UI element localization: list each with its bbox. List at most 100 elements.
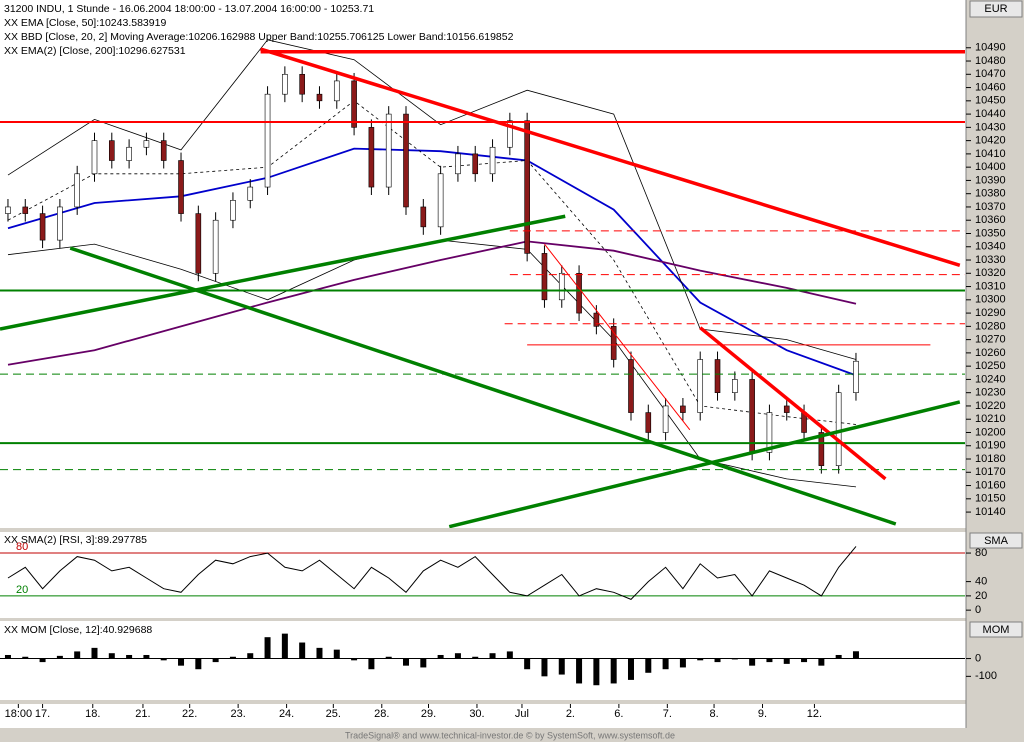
candle-body: [403, 113, 409, 208]
y-tick-label: 10160: [975, 479, 1006, 491]
mom-bar: [454, 653, 461, 659]
mom-bar: [645, 658, 652, 673]
mom-bar: [160, 658, 167, 661]
candle-body: [472, 153, 479, 175]
candle-body: [5, 206, 11, 214]
mom-bar: [385, 656, 392, 659]
candle-body: [732, 379, 738, 393]
y-tick-label: 10280: [975, 320, 1006, 332]
mom-bar: [610, 658, 617, 684]
candle-body: [541, 253, 548, 301]
y-tick-label: 10230: [975, 387, 1006, 399]
candle-body: [299, 73, 305, 95]
candle-body: [662, 405, 669, 433]
mom-bar: [39, 658, 46, 663]
x-tick-label: 6.: [614, 708, 623, 720]
trend-line: [448, 400, 961, 528]
y-tick-label: 10430: [975, 121, 1006, 133]
candle-body: [628, 359, 634, 413]
y-tick-label: 10210: [975, 413, 1006, 425]
y-tick-label: 40: [975, 576, 987, 588]
mom-bar: [783, 658, 790, 664]
x-tick-label: 25.: [326, 708, 341, 720]
mom-bar: [472, 656, 479, 659]
x-tick-label: 17.: [35, 708, 50, 720]
y-tick-label: 10390: [975, 174, 1006, 186]
x-tick-label: 24.: [279, 708, 294, 720]
candle-body: [455, 153, 461, 175]
mom-bar: [420, 658, 427, 668]
candle-body: [818, 432, 825, 466]
candle-body: [264, 93, 271, 188]
mom-bar: [749, 658, 756, 666]
mom-box: [969, 621, 1023, 638]
mom-bar: [108, 653, 115, 659]
sma-box: [969, 532, 1023, 549]
legend-entry: XX EMA(2) [Close, 200]:10296.627531: [4, 45, 186, 57]
price-plot: [0, 39, 965, 528]
y-tick-label: 10380: [975, 188, 1006, 200]
mom-bar: [316, 647, 323, 659]
y-tick-label: 0: [975, 604, 981, 616]
candle-body: [230, 200, 236, 221]
y-tick-label: 10260: [975, 347, 1006, 359]
y-tick-label: 10140: [975, 506, 1006, 518]
candle-body: [489, 146, 496, 175]
y-tick-label: 10340: [975, 241, 1006, 253]
currency-box: [969, 0, 1023, 18]
candle-body: [333, 80, 340, 102]
mom-bar: [333, 649, 340, 659]
candle-body: [316, 93, 323, 102]
y-tick-label: 10290: [975, 307, 1006, 319]
upper-band: [7, 39, 857, 360]
x-tick-label: Jul: [515, 708, 529, 720]
mom-bar: [801, 658, 808, 663]
trend-line: [260, 47, 961, 267]
candle-body: [247, 186, 254, 201]
indicator-line: [7, 147, 857, 377]
y-tick-label: 0: [975, 652, 981, 664]
y-tick-label: 10490: [975, 42, 1006, 54]
candle-body: [558, 272, 565, 301]
mom-bar: [351, 658, 358, 661]
y-tick-label: 10270: [975, 334, 1006, 346]
y-tick-label: 10220: [975, 400, 1006, 412]
mom-bar: [4, 654, 11, 659]
mom-bar: [714, 658, 721, 663]
mom-bar: [212, 658, 219, 663]
candle-body: [749, 379, 755, 453]
mom-bar: [697, 658, 704, 661]
x-tick-label: 2.: [566, 708, 575, 720]
trend-line: [69, 246, 897, 526]
mom-bar: [143, 654, 150, 659]
candle-body: [714, 359, 721, 393]
x-tick-label: 29.: [421, 708, 436, 720]
y-tick-label: -100: [975, 670, 997, 682]
y-tick-label: 10330: [975, 254, 1006, 266]
legend-entry: XX EMA [Close, 50]:10243.583919: [4, 17, 166, 29]
date-axis: [0, 704, 966, 728]
moving-average: [7, 100, 857, 425]
candle-body: [57, 206, 63, 241]
candle-body: [178, 160, 184, 214]
rsi-panel: [0, 532, 966, 618]
mom-bar: [368, 658, 375, 670]
mom-label: MOM: [983, 624, 1010, 636]
mom-bar: [818, 658, 825, 666]
y-tick-label: 10470: [975, 68, 1006, 80]
y-tick-label: 10420: [975, 135, 1006, 147]
rsi-plot: [0, 546, 965, 600]
x-tick-label: 22.: [182, 708, 197, 720]
candle-body: [766, 412, 773, 453]
y-tick-label: 10150: [975, 493, 1006, 505]
candle-body: [195, 213, 202, 274]
y-tick-label: 80: [975, 547, 987, 559]
mom-bar: [835, 654, 842, 659]
mom-bar: [56, 655, 63, 659]
chart-title: 31200 INDU, 1 Stunde - 16.06.2004 18:00:…: [4, 3, 374, 15]
mom-bar: [126, 654, 133, 659]
y-tick-label: 10400: [975, 161, 1006, 173]
mom-bar: [91, 647, 98, 659]
x-tick-label: 30.: [469, 708, 484, 720]
rsi-line: [7, 546, 857, 600]
